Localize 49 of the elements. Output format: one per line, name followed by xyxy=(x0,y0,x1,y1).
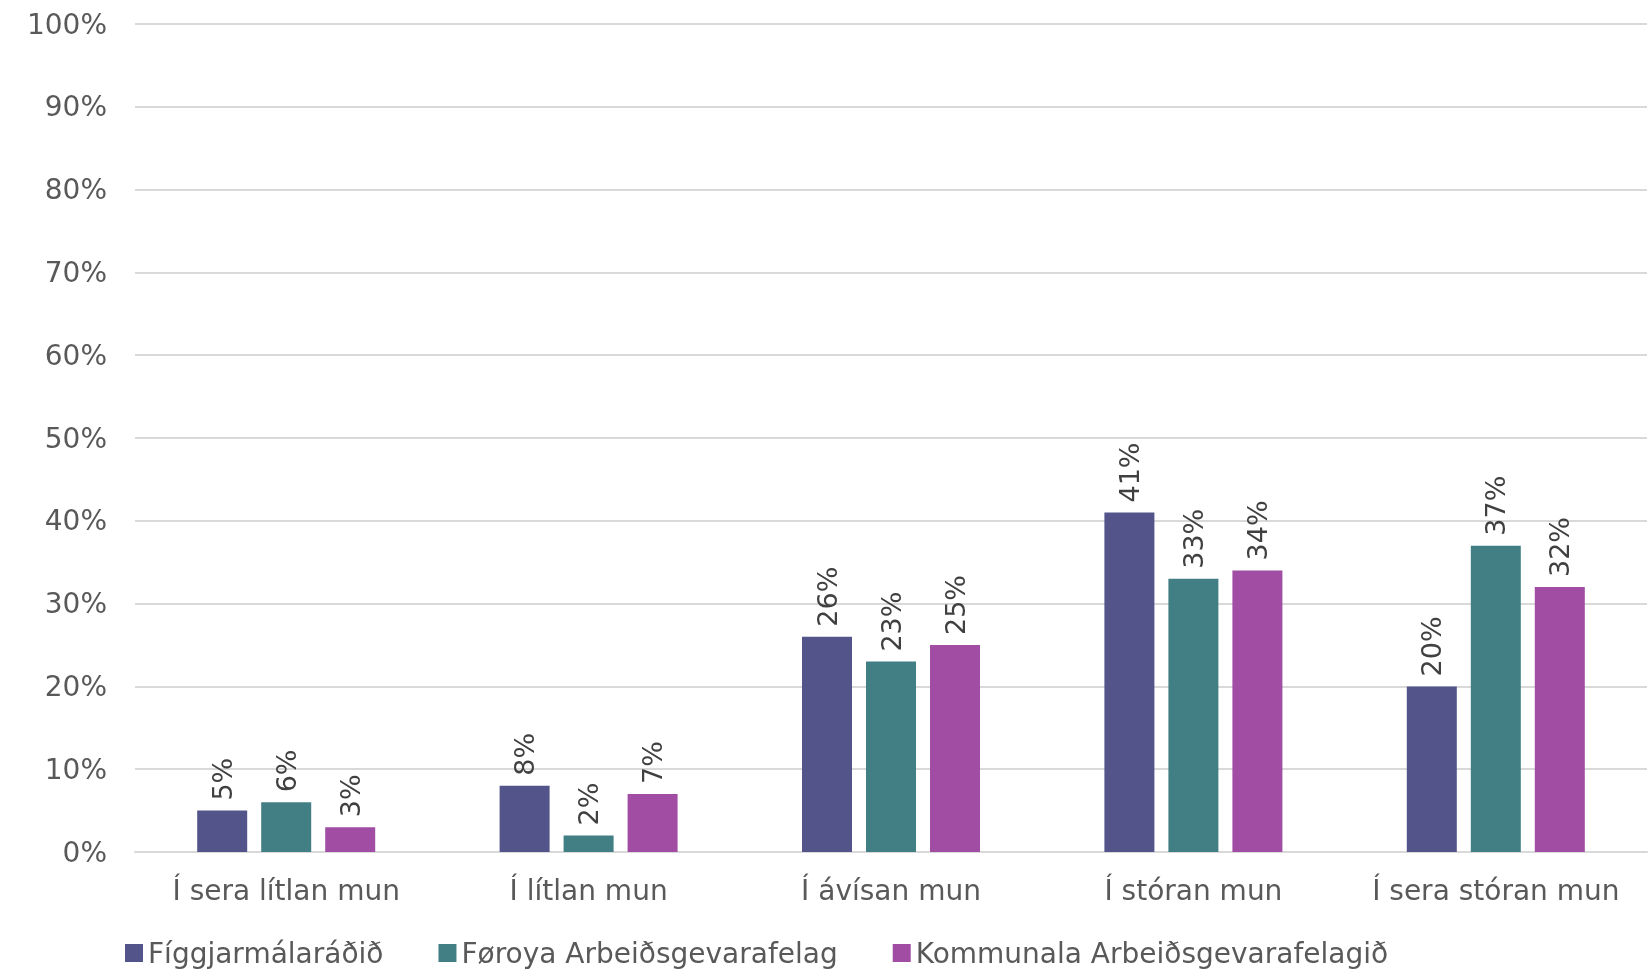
data-label: 25% xyxy=(939,574,971,635)
y-tick-label: 70% xyxy=(44,255,107,289)
x-tick-label: Í stóran mun xyxy=(1104,872,1283,907)
y-tick-label: 80% xyxy=(44,173,107,207)
legend-label: Kommunala Arbeiðsgevarafelagið xyxy=(915,936,1389,970)
bar xyxy=(802,636,852,852)
bar xyxy=(627,794,678,852)
y-tick-label: 90% xyxy=(44,90,107,124)
bar xyxy=(866,661,916,852)
data-label: 6% xyxy=(270,749,302,793)
bar xyxy=(499,785,550,852)
data-label: 26% xyxy=(811,566,843,627)
data-label: 33% xyxy=(1177,508,1209,569)
y-tick-label: 20% xyxy=(44,669,107,703)
y-tick-label: 0% xyxy=(62,835,107,869)
data-label: 32% xyxy=(1544,517,1576,578)
legend-label: Fíggjarmálaráðið xyxy=(148,936,384,970)
data-label: 8% xyxy=(509,732,541,776)
y-tick-label: 10% xyxy=(44,752,107,786)
bar xyxy=(261,802,312,852)
data-label: 20% xyxy=(1416,616,1448,677)
x-tick-label: Í sera lítlan mun xyxy=(172,872,400,907)
bar xyxy=(930,645,980,852)
data-label: 34% xyxy=(1241,500,1273,561)
data-label: 7% xyxy=(637,741,669,785)
data-label: 37% xyxy=(1480,475,1512,536)
bar xyxy=(1104,512,1155,852)
data-label: 2% xyxy=(573,782,605,826)
y-tick-label: 30% xyxy=(44,587,107,621)
y-tick-label: 40% xyxy=(44,504,107,538)
bar xyxy=(325,827,376,852)
bar xyxy=(1406,686,1457,852)
bar xyxy=(1534,587,1585,852)
data-label: 3% xyxy=(334,774,366,818)
x-tick-label: Í lítlan mun xyxy=(509,872,668,907)
x-tick-label: Í ávísan mun xyxy=(801,872,981,907)
data-label: 41% xyxy=(1113,442,1145,503)
bar xyxy=(1232,570,1283,852)
y-tick-label: 100% xyxy=(26,7,107,41)
bar xyxy=(563,835,614,852)
bar xyxy=(197,810,248,852)
y-tick-label: 60% xyxy=(44,338,107,372)
data-label: 5% xyxy=(206,757,238,801)
y-tick-label: 50% xyxy=(44,421,107,455)
data-label: 23% xyxy=(875,591,907,652)
bar xyxy=(1168,578,1219,852)
bar xyxy=(1470,545,1521,852)
x-tick-label: Í sera stóran mun xyxy=(1372,872,1620,907)
legend-label: Føroya Arbeiðsgevarafelag xyxy=(461,936,838,970)
